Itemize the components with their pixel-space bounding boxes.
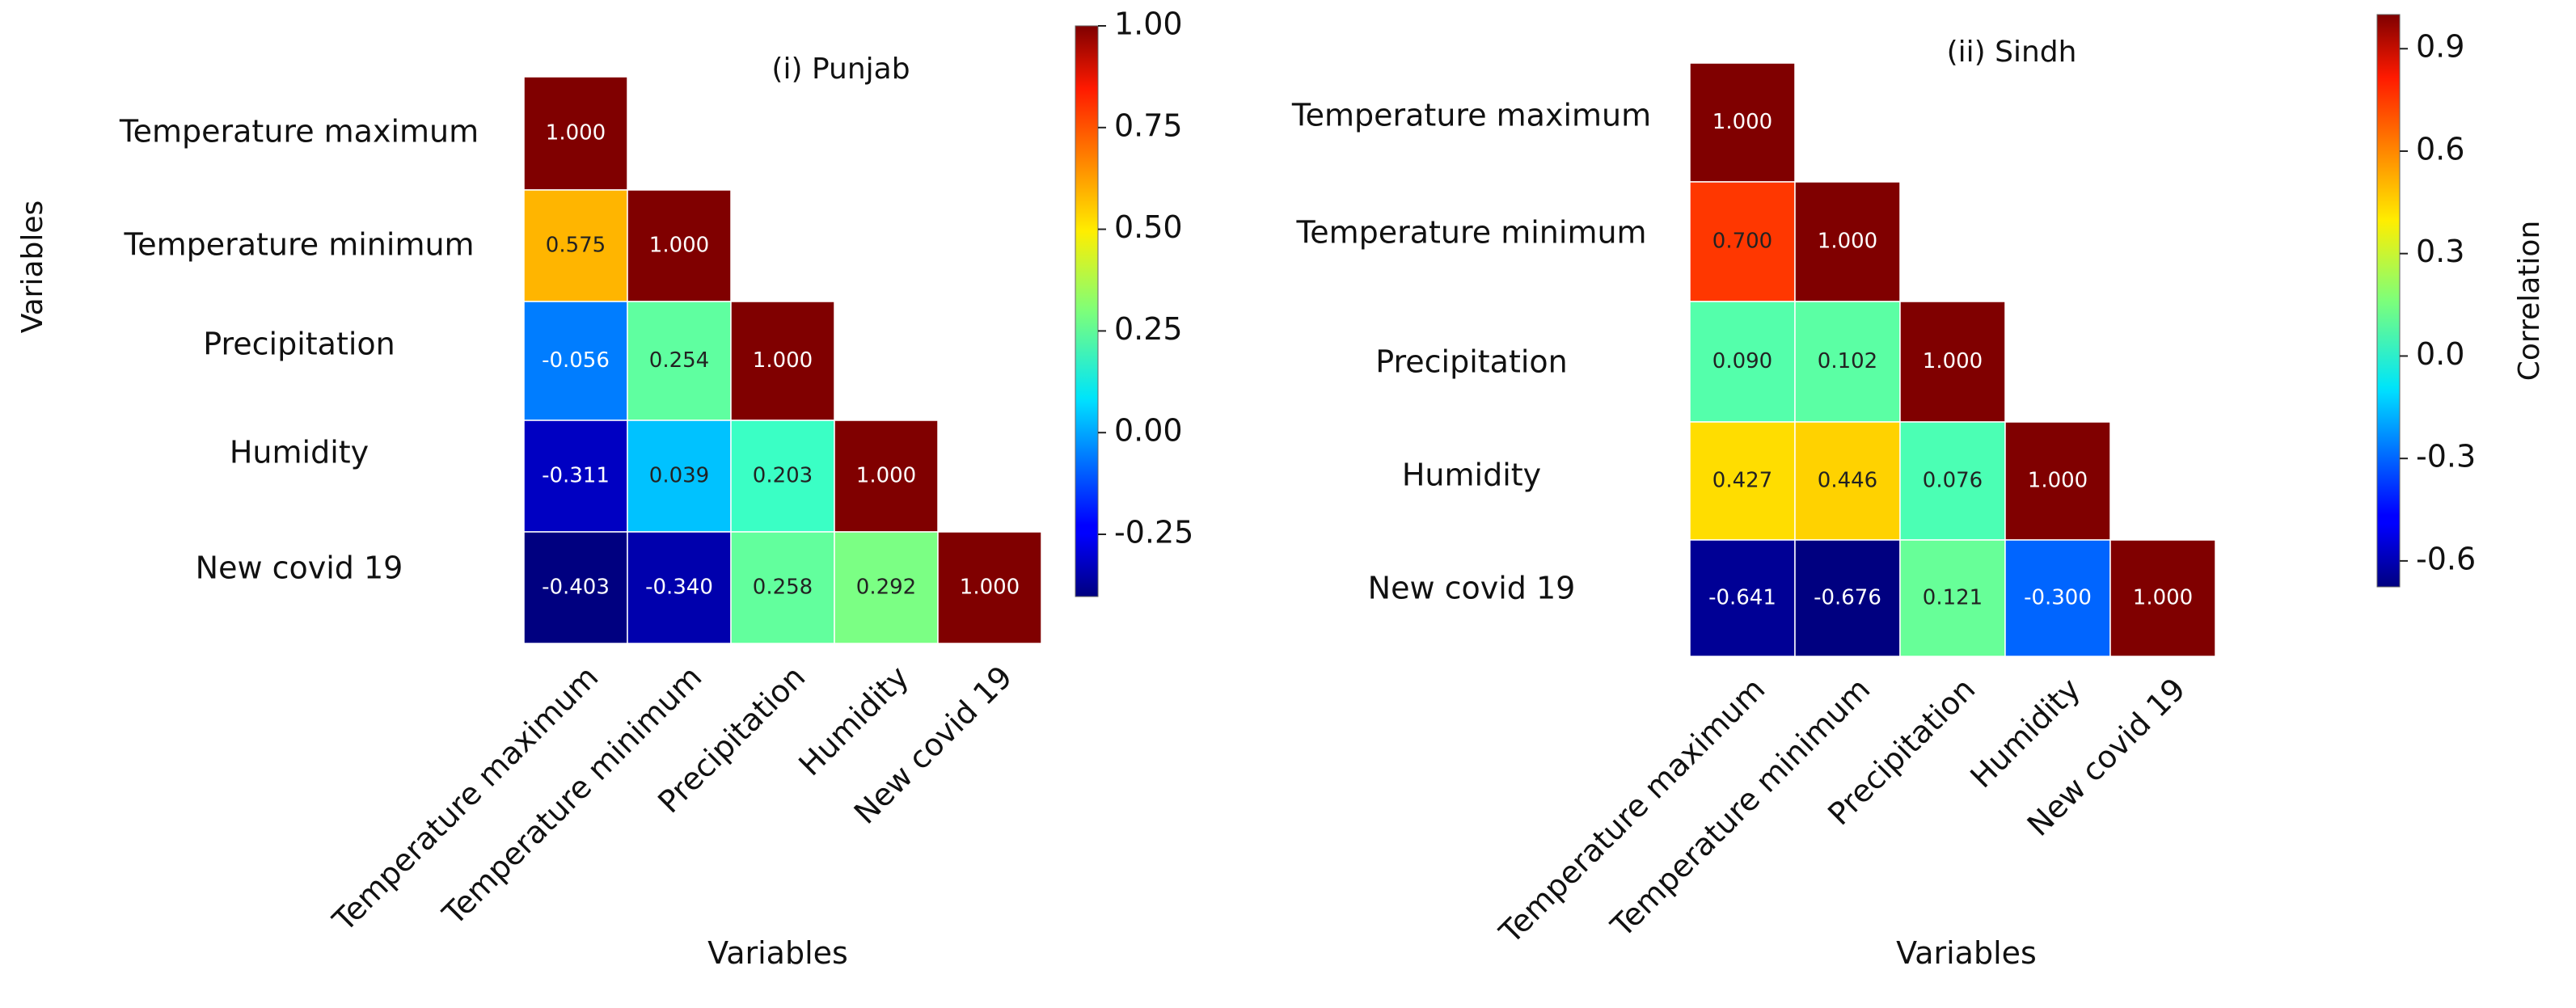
colorbar-label: Correlation: [2513, 221, 2546, 382]
heatmap-cell: [730, 531, 835, 644]
cell-value-label: 0.102: [1818, 349, 1877, 373]
row-label: Precipitation: [1375, 344, 1568, 380]
cell-value-label: -0.311: [542, 464, 610, 488]
colorbar-tick-label: 0.25: [1114, 311, 1183, 347]
colorbar-gradient: [1075, 25, 1099, 597]
heatmap-cell: [2109, 539, 2216, 657]
cell-value-label: 0.254: [649, 348, 709, 373]
row-label: Humidity: [1402, 458, 1541, 493]
row-label: Humidity: [230, 435, 369, 470]
heatmap-cell: [1689, 539, 1796, 657]
cell-value-label: 1.000: [546, 121, 606, 146]
colorbar-ticks: 1.00 0.75 0.50 0.25 0.00 -0.25: [1098, 6, 1193, 550]
cell-value-label: 1.000: [649, 234, 709, 258]
heatmap-cell: [1689, 421, 1796, 541]
heatmap-cell: [1689, 181, 1796, 302]
heatmap-cell: [523, 189, 628, 302]
panel-title: (ii) Sindh: [1947, 36, 2077, 69]
heatmap-cell: [627, 420, 732, 533]
colorbar-tick-label: 0.6: [2416, 131, 2464, 167]
cell-value-label: -0.403: [542, 576, 610, 600]
row-label: New covid 19: [196, 550, 403, 586]
cell-value-label: 0.076: [1923, 469, 1983, 493]
heatmap-cells: 1.000 0.575 1.000 -0.056 0.254 1.000 -0.311 0.0…: [523, 76, 1042, 644]
cell-value-label: 0.292: [856, 576, 916, 600]
heatmap-cells: 1.000 0.700 1.000 0.090 0.102 1.000 0.427 0.446…: [1689, 62, 2216, 657]
cell-value-label: 0.039: [649, 464, 709, 488]
heatmap-cell: [523, 301, 628, 421]
heatmap-cell: [1794, 421, 1901, 541]
heatmap-cell: [1794, 539, 1901, 657]
heatmap-cell: [627, 301, 732, 421]
heatmap-cell: [730, 301, 835, 421]
cell-value-label: -0.056: [542, 348, 610, 373]
cell-value-label: 1.000: [2133, 586, 2193, 610]
heatmap-cell: [1899, 421, 2006, 541]
row-label: New covid 19: [1368, 571, 1576, 606]
cell-value-label: 1.000: [960, 576, 1020, 600]
cell-value-label: 0.090: [1712, 349, 1772, 373]
heatmap-panel-sindh: (ii) Sindh Temperature maximum Temperatur…: [1291, 14, 2546, 971]
cell-value-label: -0.676: [1814, 586, 1881, 610]
x-axis-title: Variables: [1896, 935, 2037, 971]
heatmap-panel-punjab: (i) Punjab Temperature maximum Temperatur…: [16, 6, 1193, 972]
heatmap-cell: [627, 531, 732, 644]
cell-value-label: 1.000: [1923, 349, 1983, 373]
heatmap-cell: [1899, 301, 2006, 423]
row-label: Precipitation: [203, 327, 395, 362]
row-label: Temperature maximum: [119, 114, 479, 150]
colorbar-tick-label: 0.9: [2416, 29, 2464, 65]
cell-value-label: 1.000: [1818, 230, 1877, 254]
colorbar-tick-label: 0.75: [1114, 108, 1183, 143]
cell-value-label: 1.000: [1712, 110, 1772, 134]
heatmap-cell: [1899, 539, 2006, 657]
heatmap-cell: [834, 531, 939, 644]
cell-value-label: 1.000: [753, 348, 813, 373]
cell-value-label: 0.203: [753, 464, 813, 488]
heatmap-cell: [1689, 62, 1796, 183]
cell-value-label: 0.575: [546, 234, 606, 258]
heatmap-cell: [627, 189, 732, 302]
colorbar-tick-label: -0.6: [2416, 541, 2476, 576]
heatmap-cell: [834, 420, 939, 533]
colorbar-tick-label: -0.25: [1114, 515, 1193, 550]
heatmap-cell: [523, 76, 628, 191]
heatmap-cell: [1794, 301, 1901, 423]
cell-value-label: 1.000: [856, 464, 916, 488]
panel-title: (i) Punjab: [771, 53, 910, 86]
colorbar-tick-label: 0.00: [1114, 413, 1183, 449]
heatmap-cell: [2004, 539, 2111, 657]
cell-value-label: -0.641: [1708, 586, 1776, 610]
colorbar: 0.9 0.6 0.3 0.0 -0.3 -0.6 Correlation: [2376, 14, 2546, 588]
x-axis-title: Variables: [707, 935, 848, 971]
cell-value-label: -0.300: [2024, 586, 2092, 610]
row-label: Temperature maximum: [1291, 98, 1651, 133]
colorbar-tick-label: 1.00: [1114, 6, 1183, 42]
colorbar-tick-label: 0.0: [2416, 336, 2464, 372]
cell-value-label: 0.446: [1818, 469, 1877, 493]
cell-value-label: 0.121: [1923, 586, 1983, 610]
heatmap-cell: [1794, 181, 1901, 302]
cell-value-label: 1.000: [2028, 469, 2088, 493]
row-label: Temperature minimum: [123, 227, 474, 263]
row-labels: Temperature maximum Temperature minimum Pr…: [1291, 98, 1651, 606]
cell-value-label: 0.258: [753, 576, 813, 600]
colorbar-tick-label: 0.50: [1114, 209, 1183, 245]
cell-value-label: -0.340: [645, 576, 713, 600]
cell-value-label: 0.700: [1712, 230, 1772, 254]
y-axis-title: Variables: [16, 200, 49, 334]
colorbar-tick-label: -0.3: [2416, 439, 2476, 474]
colorbar-ticks: 0.9 0.6 0.3 0.0 -0.3 -0.6: [2400, 29, 2476, 576]
row-labels: Temperature maximum Temperature minimum Pr…: [119, 114, 479, 586]
colorbar-tick-label: 0.3: [2416, 234, 2464, 269]
colorbar-gradient: [2376, 14, 2401, 588]
cell-value-label: 0.427: [1712, 469, 1772, 493]
colorbar: 1.00 0.75 0.50 0.25 0.00 -0.25: [1075, 6, 1193, 597]
heatmap-cell: [937, 531, 1042, 644]
row-label: Temperature minimum: [1295, 215, 1646, 251]
